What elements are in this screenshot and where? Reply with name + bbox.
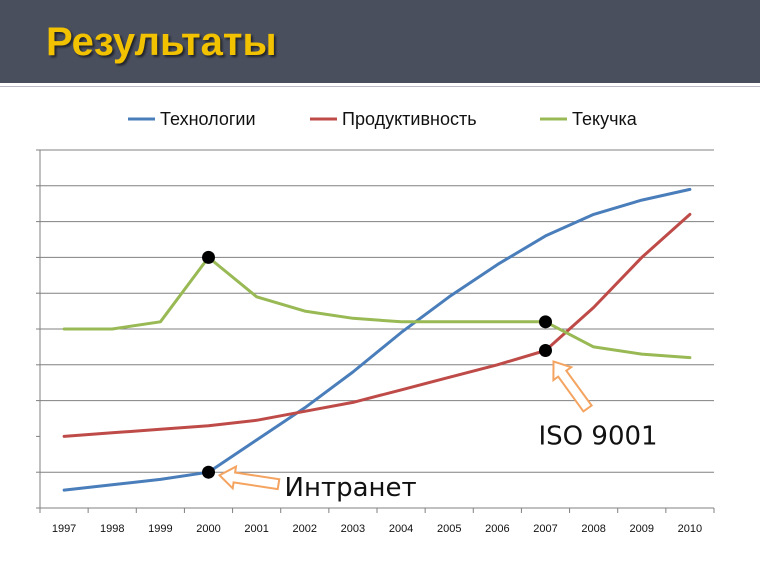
annotation-arrow [552, 360, 593, 413]
highlight-marker [539, 315, 552, 329]
x-tick-label: 2000 [196, 523, 220, 535]
highlight-marker [202, 250, 215, 264]
x-tick-label: 2003 [341, 523, 365, 535]
highlight-marker [202, 465, 215, 479]
highlight-marker [539, 343, 552, 357]
x-tick-label: 2002 [293, 523, 317, 535]
x-tick-label: 1999 [148, 523, 172, 535]
x-tick-label: 2004 [389, 523, 413, 535]
x-tick-label: 2007 [533, 523, 557, 535]
x-tick-label: 2001 [244, 523, 268, 535]
series-line-2 [62, 255, 692, 360]
annotation-label: ISO 9001 [539, 421, 658, 451]
x-tick-label: 2008 [581, 523, 605, 535]
line-chart: 1997 1998 1999 2000 2001 2002 2003 2004 2005 2006… [36, 109, 715, 535]
x-tick-label: 1997 [52, 523, 76, 535]
x-tick-label: 2009 [630, 523, 654, 535]
gridlines [40, 149, 714, 473]
title-bar [0, 0, 760, 83]
x-tick-label: 2006 [485, 523, 509, 535]
series-line-1 [62, 212, 692, 438]
x-tick-label: 1998 [100, 523, 124, 535]
legend-label: Текучка [572, 109, 638, 129]
slide-title: Результаты [46, 20, 277, 64]
title-divider [0, 83, 760, 87]
annotation-arrow [217, 464, 281, 491]
legend-label: Продуктивность [342, 109, 477, 129]
x-tick-label: 2010 [678, 523, 702, 535]
legend-label: Технологии [160, 109, 256, 129]
annotation-label: Интранет [285, 473, 417, 503]
series-line-0 [62, 187, 692, 492]
x-tick-label: 2005 [437, 523, 461, 535]
